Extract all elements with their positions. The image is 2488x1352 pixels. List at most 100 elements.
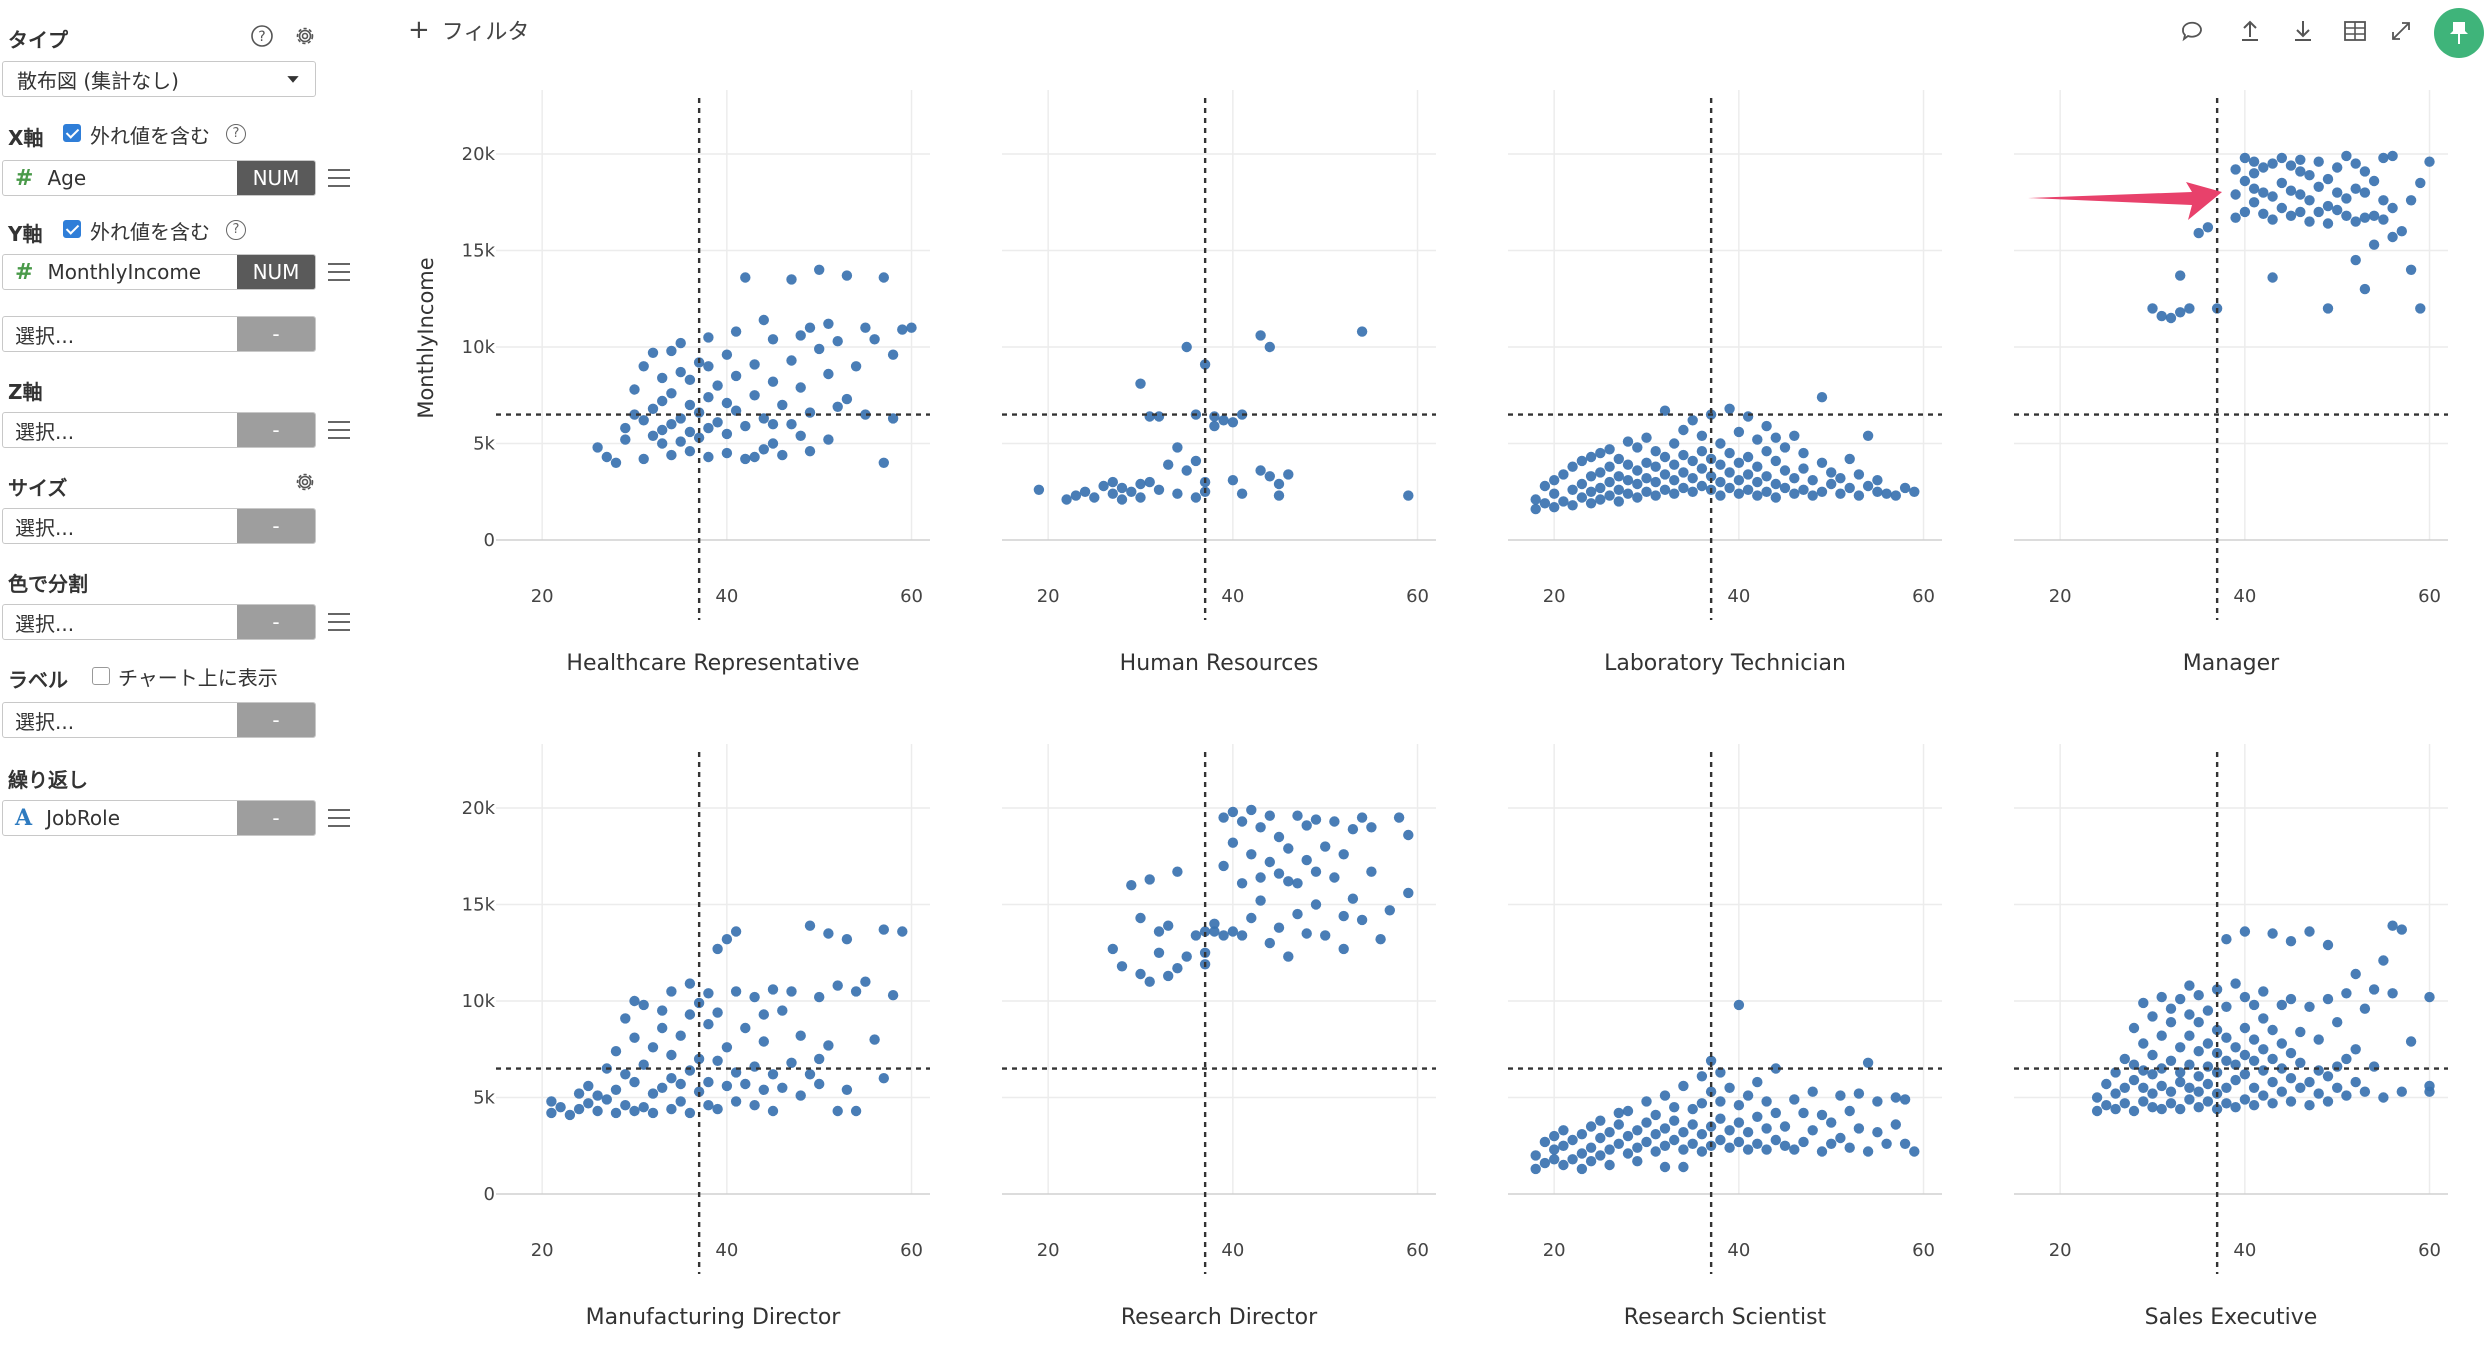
data-point [1264, 471, 1276, 482]
size-placeholder: 選択... [15, 515, 75, 540]
data-point [850, 1105, 862, 1117]
data-point [1733, 475, 1745, 486]
x-tick-label: 20 [2049, 1240, 2072, 1261]
data-point [1255, 895, 1266, 906]
data-point [1632, 465, 1643, 476]
data-point [2322, 1071, 2334, 1082]
label-title: ラベル [8, 668, 68, 692]
data-point [2156, 310, 2167, 322]
y-axis-extra-type[interactable]: - [237, 317, 315, 351]
repeat-menu-icon[interactable] [328, 809, 350, 827]
data-point [657, 1022, 668, 1034]
chart-settings-sidebar: タイプ ? 散布図 (集計なし) X軸 外れ値を含む ? # Age NUM Y軸… [0, 0, 360, 1352]
data-point [1687, 1138, 1698, 1150]
data-point [2128, 1105, 2140, 1117]
size-field[interactable]: 選択... - [2, 508, 316, 544]
data-point [2341, 1090, 2352, 1101]
color-split-field[interactable]: 選択... - [2, 604, 316, 640]
upload-icon[interactable] [2237, 18, 2263, 44]
x-outliers-help-icon[interactable]: ? [226, 124, 246, 144]
data-point [1218, 812, 1229, 823]
data-point [2175, 1103, 2186, 1115]
x-axis-field[interactable]: # Age NUM [2, 160, 316, 196]
data-point [2175, 1067, 2186, 1078]
y-axis-field[interactable]: # MonthlyIncome NUM [2, 254, 316, 290]
data-point [795, 1030, 806, 1041]
download-icon[interactable] [2290, 18, 2316, 44]
data-point [629, 1076, 640, 1088]
label-type[interactable]: - [237, 703, 315, 737]
x-axis-type-badge[interactable]: NUM [237, 161, 315, 195]
y-outliers-help-icon[interactable]: ? [226, 220, 246, 240]
data-point [2165, 312, 2177, 324]
table-icon[interactable] [2342, 18, 2368, 44]
data-point [906, 322, 917, 333]
add-filter-button[interactable]: + フィルタ [408, 14, 529, 46]
data-point [1742, 484, 1754, 495]
data-point [2091, 1092, 2103, 1103]
data-point [2276, 999, 2287, 1011]
size-gear-icon[interactable] [293, 470, 317, 494]
z-axis-type[interactable]: - [237, 413, 315, 447]
data-point [638, 415, 649, 426]
data-point [620, 422, 631, 434]
data-point [1669, 438, 1680, 449]
color-split-menu-icon[interactable] [328, 613, 350, 631]
data-point [2285, 160, 2297, 171]
data-point [2147, 1049, 2158, 1061]
data-point [1558, 1125, 1569, 1136]
comment-icon[interactable] [2179, 18, 2205, 44]
data-point [2202, 1096, 2214, 1107]
data-point [2248, 1082, 2260, 1094]
color-split-title: 色で分割 [8, 572, 88, 596]
z-axis-menu-icon[interactable] [328, 421, 350, 439]
data-point [2165, 1098, 2177, 1109]
data-point [2184, 1059, 2195, 1070]
data-point [2267, 1098, 2278, 1109]
data-point [767, 984, 779, 995]
data-point [767, 1105, 779, 1117]
data-point [1650, 1146, 1661, 1157]
data-point [730, 1067, 742, 1078]
x-tick-label: 20 [2049, 586, 2072, 607]
pin-icon [2450, 22, 2468, 44]
data-point [1724, 1142, 1735, 1153]
chart-type-select[interactable]: 散布図 (集計なし) [2, 61, 316, 97]
y-axis-extra-field[interactable]: 選択... - [2, 316, 316, 352]
data-point [1733, 457, 1745, 468]
gear-icon[interactable] [293, 24, 317, 48]
repeat-field[interactable]: A JobRole - [2, 800, 316, 836]
data-point [666, 1103, 677, 1115]
data-point [2211, 1103, 2223, 1115]
data-point [2138, 1082, 2149, 1094]
color-split-type[interactable]: - [237, 605, 315, 639]
data-point [2248, 183, 2260, 194]
x-axis-menu-icon[interactable] [328, 169, 350, 187]
data-point [573, 1103, 585, 1115]
annotation-arrow [2028, 182, 2222, 220]
help-icon[interactable]: ? [250, 24, 274, 48]
data-point [1585, 1121, 1597, 1132]
data-point [1872, 1096, 1883, 1107]
size-type[interactable]: - [237, 509, 315, 543]
data-point [2202, 1061, 2214, 1072]
data-point [1585, 1156, 1597, 1167]
x-outliers-checkbox[interactable] [63, 124, 81, 142]
y-axis-type-badge[interactable]: NUM [237, 255, 315, 289]
data-point [1770, 1063, 1782, 1074]
data-point [1770, 492, 1782, 503]
data-point [2415, 303, 2426, 314]
data-point [610, 1046, 622, 1057]
expand-icon[interactable] [2388, 18, 2414, 44]
y-outliers-checkbox[interactable] [63, 220, 81, 238]
y-axis-menu-icon[interactable] [328, 263, 350, 281]
z-axis-field[interactable]: 選択... - [2, 412, 316, 448]
data-point [693, 997, 705, 1009]
pin-button[interactable] [2434, 8, 2484, 58]
label-field[interactable]: 選択... - [2, 702, 316, 738]
repeat-type[interactable]: - [237, 801, 315, 835]
show-label-checkbox[interactable] [92, 667, 110, 685]
data-point [1209, 420, 1220, 432]
data-point [1622, 1148, 1634, 1159]
data-point [1835, 1090, 1846, 1101]
